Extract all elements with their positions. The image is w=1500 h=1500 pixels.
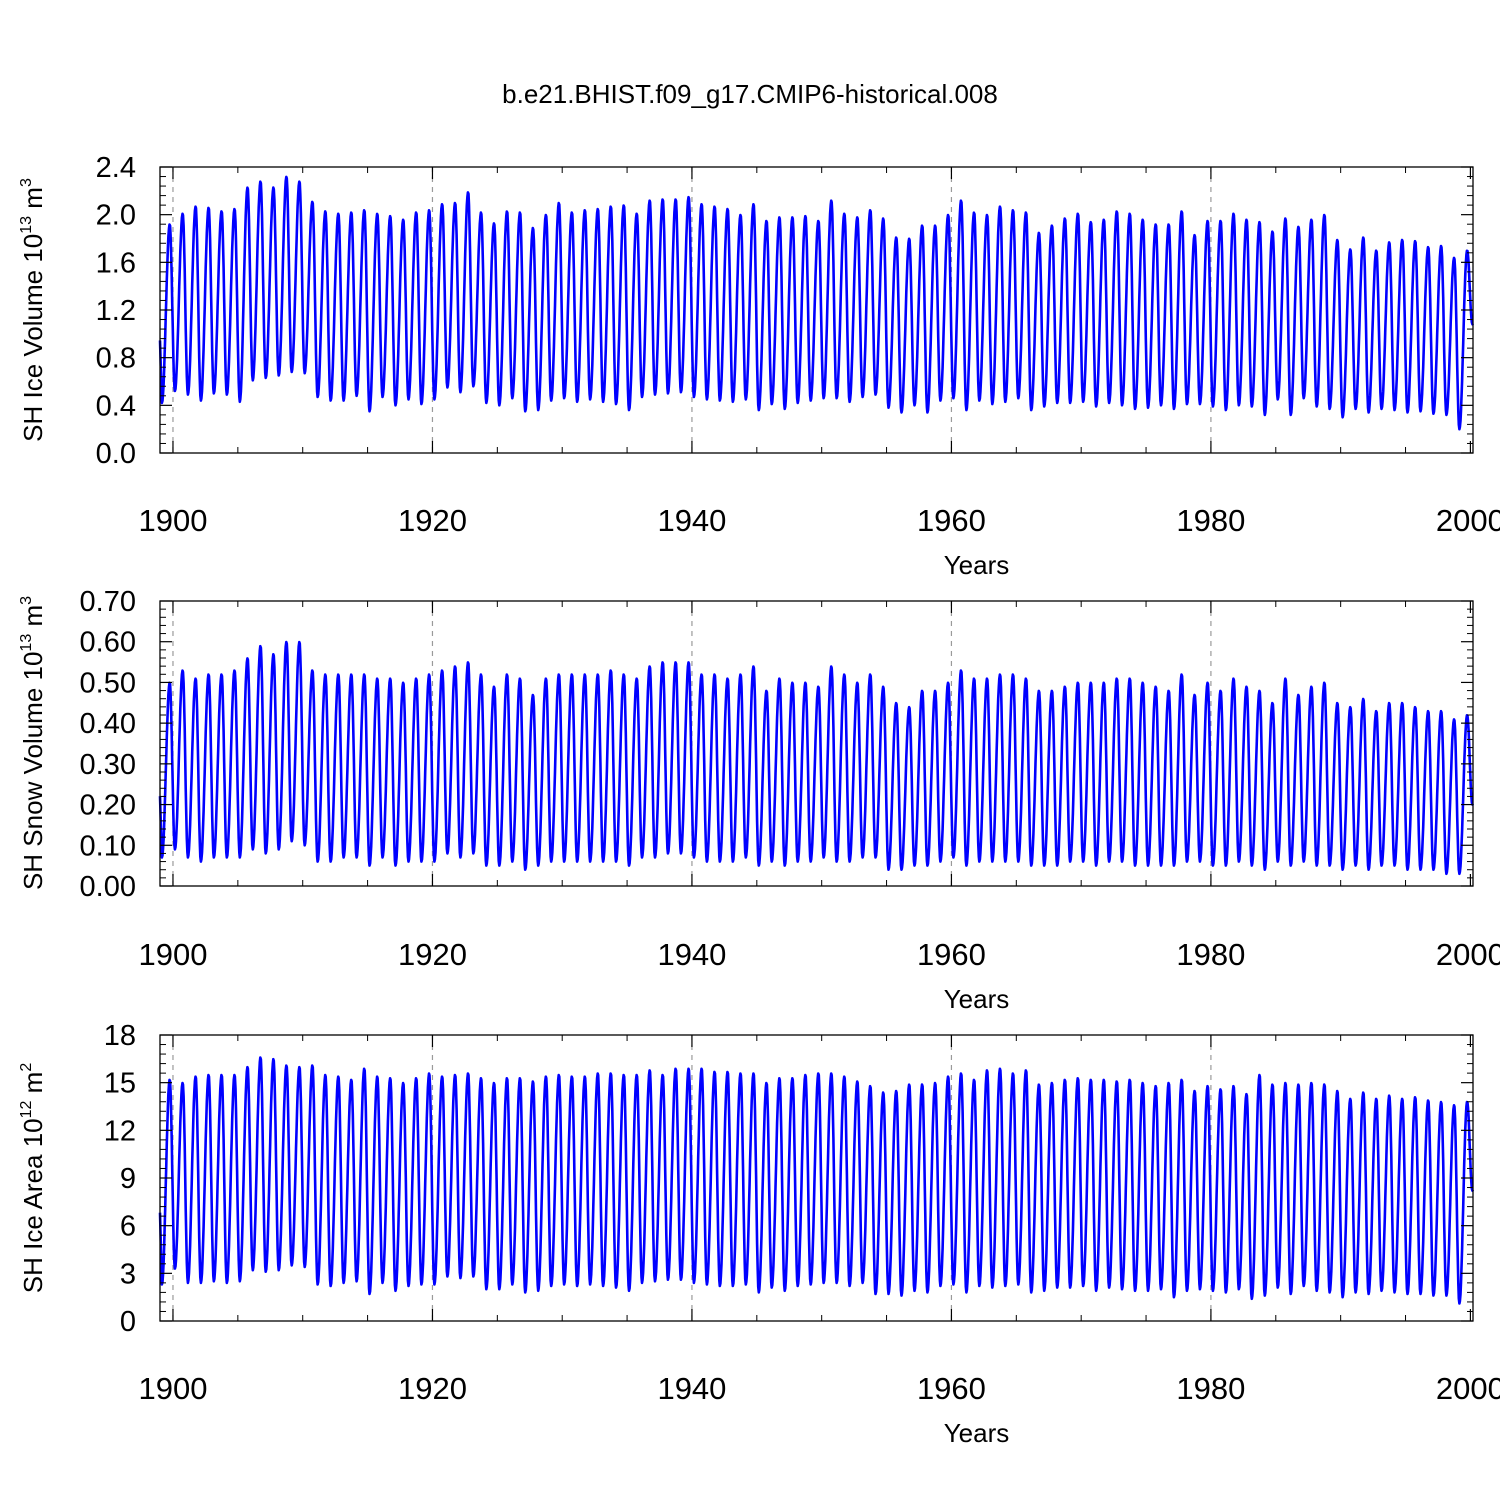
x-tick-label: 1960: [917, 937, 986, 972]
x-tick-label: 2000: [1436, 937, 1500, 972]
panels: 0.0 0.4 0.8 1.2 1.6 2.0 2.4 1900 1920 1940 1960 198…: [18, 152, 1500, 1448]
figure-title: b.e21.BHIST.f09_g17.CMIP6-historical.008: [502, 79, 998, 109]
x-tick-label: 2000: [1436, 503, 1500, 538]
y-tick-label: 0.0: [96, 438, 136, 470]
x-tick-label: 2000: [1436, 1371, 1500, 1406]
y-tick-label: 0.30: [80, 749, 136, 781]
y-tick-label: 9: [120, 1163, 136, 1195]
y-tick-label: 0.10: [80, 830, 136, 862]
x-axis-title: Years: [944, 1418, 1010, 1448]
y-tick-label: 1.2: [96, 295, 136, 327]
x-tick-label: 1940: [657, 1371, 726, 1406]
y-tick-label: 0.50: [80, 667, 136, 699]
x-tick-label: 1980: [1176, 937, 1245, 972]
series-line-sh-ice-area: [158, 1056, 1475, 1305]
x-axis-title: Years: [944, 984, 1010, 1014]
y-tick-label: 0.60: [80, 627, 136, 659]
series-line-sh-snow-volume: [158, 640, 1475, 876]
plot-frame: [159, 600, 1474, 887]
x-tick-label: 1920: [398, 937, 467, 972]
x-tick-label: 1960: [917, 503, 986, 538]
y-tick-label: 0: [120, 1306, 136, 1338]
series-line-sh-ice-volume: [158, 175, 1475, 431]
x-tick-label: 1940: [657, 503, 726, 538]
y-tick-label: 15: [104, 1068, 136, 1100]
y-tick-label: 6: [120, 1211, 136, 1243]
chart-panel-1: 0.0 0.4 0.8 1.2 1.6 2.0 2.4 1900 1920 1940 1960 198…: [18, 152, 1500, 580]
y-tick-label: 0.70: [80, 586, 136, 618]
x-tick-label: 1940: [657, 937, 726, 972]
y-tick-label: 0.4: [96, 390, 136, 422]
x-tick-label: 1920: [398, 503, 467, 538]
y-tick-label: 18: [104, 1020, 136, 1052]
x-tick-label: 1900: [138, 937, 207, 972]
y-axis-title: SH Ice Area 1012 m2: [18, 1063, 48, 1294]
y-tick-label: 0.40: [80, 708, 136, 740]
y-tick-label: 0.8: [96, 343, 136, 375]
y-tick-label: 1.6: [96, 247, 136, 279]
x-tick-label: 1900: [138, 1371, 207, 1406]
y-tick-label: 12: [104, 1115, 136, 1147]
y-tick-label: 0.20: [80, 790, 136, 822]
y-axis-title: SH Snow Volume 1013 m3: [18, 596, 48, 890]
y-tick-label: 3: [120, 1258, 136, 1290]
x-tick-label: 1980: [1176, 503, 1245, 538]
x-tick-label: 1920: [398, 1371, 467, 1406]
y-axis-title: SH Ice Volume 1013 m3: [18, 178, 48, 442]
y-tick-label: 0.00: [80, 871, 136, 903]
x-tick-label: 1980: [1176, 1371, 1245, 1406]
x-tick-label: 1900: [138, 503, 207, 538]
x-axis-title: Years: [944, 550, 1010, 580]
x-tick-label: 1960: [917, 1371, 986, 1406]
chart-panel-2: 0.00 0.10 0.20 0.30 0.40 0.50 0.60 0.70 1900 1920…: [18, 586, 1500, 1014]
chart-panel-3: 0 3 6 9 12 15 18 1900 1920 1940 1960 1980 2000 Years S…: [18, 1020, 1500, 1448]
y-tick-label: 2.0: [96, 200, 136, 232]
y-tick-label: 2.4: [96, 152, 136, 184]
